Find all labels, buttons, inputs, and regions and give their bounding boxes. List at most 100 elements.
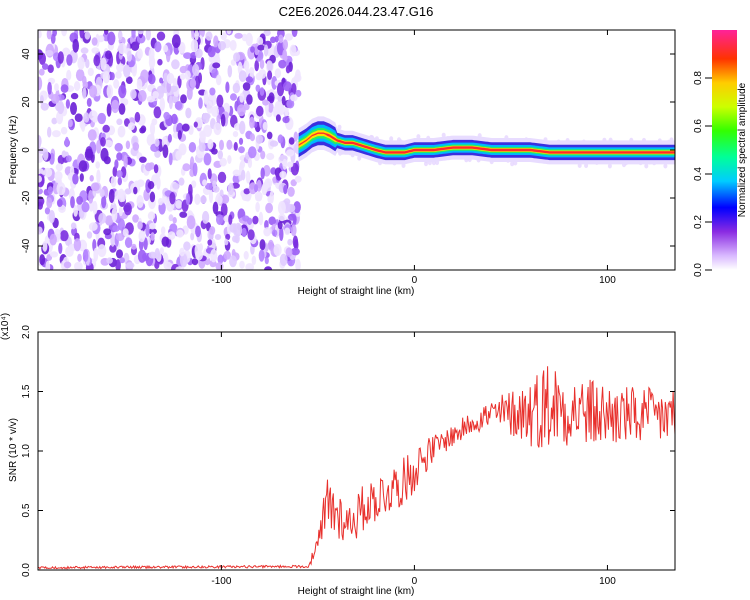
spectrogram-noise-blob: [102, 71, 110, 84]
spectrogram-noise-blob: [146, 95, 155, 103]
spectrogram-noise-blob: [186, 215, 196, 230]
spectrogram-noise-blob: [233, 52, 241, 62]
spectrogram-noise-blob: [38, 30, 42, 39]
spectrogram-ytick-label: 20: [21, 96, 32, 108]
spectrogram-noise-blob: [278, 213, 286, 222]
spectrogram-noise-blob: [165, 48, 171, 63]
spectrogram-noise-blob: [125, 76, 133, 84]
spectrogram-noise-blob: [269, 140, 279, 147]
spectrogram-noise-blob: [291, 30, 298, 38]
spectrogram-noise-blob: [278, 34, 284, 44]
snr-xtick-label: 100: [599, 576, 616, 587]
spectrogram-noise-blob: [232, 174, 240, 184]
spectrogram-noise-blob: [57, 51, 64, 64]
spectrogram-noise-blob: [282, 39, 288, 50]
spectrogram-noise-blob: [120, 96, 126, 104]
spectrogram-noise-blob: [234, 32, 243, 39]
colorbar-tick-label: 0.8: [693, 71, 704, 85]
spectrogram-noise-blob: [277, 134, 284, 144]
spectrogram-noise-blob: [185, 193, 191, 206]
spectrogram-noise-blob: [264, 257, 269, 265]
spectrogram-noise-blob: [282, 116, 290, 124]
spectrogram-noise-blob: [225, 81, 230, 94]
spectrogram-noise-blob: [267, 60, 273, 72]
spectrogram-noise-blob: [60, 230, 69, 242]
snr-panel: -100 0 100 0.0 0.5 1.0 1.5 2.0 (x10⁴) Height of…: [0, 313, 676, 597]
spectrogram-noise-blob: [171, 59, 180, 70]
spectrogram-noise-blob: [216, 94, 224, 108]
spectrogram-noise-blob: [241, 227, 247, 238]
spectrogram-noise-blob: [180, 94, 187, 104]
spectrogram-noise-blob: [247, 229, 255, 241]
spectrogram-noise-blob: [101, 195, 107, 209]
spectrogram-noise-blob: [215, 74, 222, 86]
spectrogram-noise-blob: [88, 190, 94, 204]
spectrogram-noise-blob: [239, 260, 245, 269]
spectrogram-noise-blob: [287, 238, 293, 246]
spectrogram-noise-blob: [145, 30, 151, 41]
snr-series-line: [38, 366, 675, 570]
spectrogram-speckle: [416, 134, 421, 140]
spectrogram-noise-blob: [70, 196, 75, 209]
snr-ytick-label: 0.5: [21, 503, 32, 517]
spectrogram-noise-blob: [117, 42, 127, 55]
spectrogram-noise-blob: [70, 102, 77, 115]
spectrogram-noise-blob: [282, 49, 288, 62]
spectrogram-noise-blob: [89, 175, 94, 182]
snr-scale-label: (x10⁴): [0, 313, 11, 340]
spectrogram-noise-blob: [127, 122, 135, 131]
spectrogram-noise-blob: [223, 250, 231, 260]
spectrogram-noise-blob: [110, 176, 117, 188]
spectrogram-noise-blob: [54, 171, 63, 181]
colorbar-tick-label: 0.2: [693, 215, 704, 229]
spectrogram-noise-blob: [175, 200, 183, 209]
spectrogram-noise-blob: [82, 87, 87, 99]
spectrogram-noise-blob: [38, 154, 44, 163]
spectrogram-noise-blob: [194, 243, 202, 258]
spectrogram-noise-blob: [181, 123, 190, 132]
spectrogram-noise-blob: [190, 39, 199, 53]
spectrogram-noise-blob: [124, 188, 132, 195]
spectrogram-noise-blob: [258, 211, 264, 226]
spectrogram-noise-blob: [209, 87, 216, 96]
spectrogram-noise-blob: [263, 227, 271, 237]
spectrogram-noise-blob: [288, 137, 295, 145]
spectrogram-noise-blob: [136, 195, 144, 208]
spectrogram-noise-blob: [174, 101, 183, 110]
spectrogram-noise-blob: [118, 103, 126, 115]
spectrogram-noise-blob: [56, 182, 66, 196]
spectrogram-noise-blob: [194, 193, 201, 205]
spectrogram-noise-blob: [183, 241, 191, 251]
spectrogram-noise-blob: [227, 65, 233, 78]
spectrogram-noise-blob: [119, 190, 127, 202]
spectrogram-noise-blob: [212, 185, 220, 193]
spectrogram-noise-blob: [77, 253, 82, 262]
spectrogram-noise-blob: [116, 63, 125, 72]
spectrogram-noise-blob: [117, 218, 125, 231]
spectrogram-noise-blob: [114, 189, 121, 200]
spectrogram-noise-blob: [137, 48, 143, 59]
spectrogram-speckle: [644, 163, 649, 169]
spectrogram-noise-blob: [73, 238, 82, 252]
snr-ytick-label: 1.5: [21, 384, 32, 398]
spectrogram-noise-blob: [100, 57, 107, 71]
colorbar-ticks: 0.0 0.2 0.4 0.6 0.8: [693, 71, 712, 277]
figure-title: C2E6.2026.044.23.47.G16: [279, 4, 434, 19]
spectrogram-noise-blob: [185, 107, 192, 119]
spectrogram-noise-blob: [168, 152, 173, 166]
spectrogram-noise-blob: [153, 106, 162, 119]
colorbar-gradient: [712, 30, 737, 270]
spectrogram-noise-blob: [188, 142, 197, 153]
spectrogram-noise-blob: [254, 191, 263, 201]
spectrogram-noise-blob: [137, 249, 147, 263]
spectrogram-noise-blob: [199, 131, 206, 144]
spectrogram-noise-blob: [157, 197, 164, 206]
spectrogram-noise-blob: [260, 150, 266, 160]
spectrogram-noise-blob: [109, 72, 115, 81]
spectrogram-noise-blob: [116, 118, 123, 126]
spectrogram-noise-blob: [76, 196, 83, 205]
spectrogram-noise-blob: [232, 223, 237, 236]
spectrogram-noise-blob: [82, 249, 89, 262]
spectrogram-noise-blob: [168, 214, 174, 222]
